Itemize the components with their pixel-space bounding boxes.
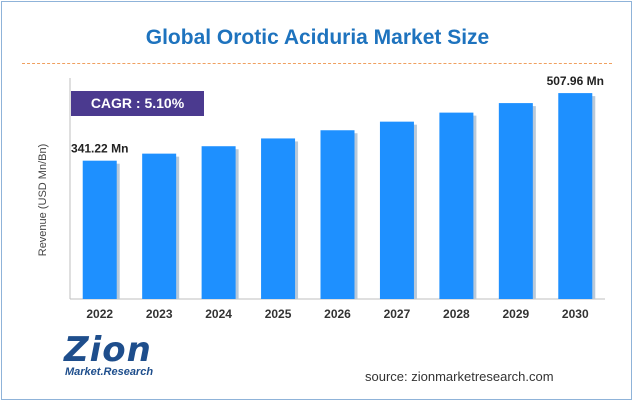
bar-2023 bbox=[142, 153, 177, 299]
x-tick-label: 2022 bbox=[86, 307, 113, 321]
x-tick-label: 2024 bbox=[205, 307, 232, 321]
x-tick-label: 2025 bbox=[265, 307, 292, 321]
source-note: source: zionmarketresearch.com bbox=[365, 369, 554, 384]
bar-2025 bbox=[261, 138, 296, 299]
bar-2024 bbox=[201, 146, 236, 299]
x-tick-label: 2027 bbox=[384, 307, 411, 321]
x-tick-label: 2029 bbox=[502, 307, 529, 321]
bar-2026 bbox=[320, 130, 355, 299]
title-divider bbox=[22, 63, 612, 64]
x-tick-label: 2030 bbox=[562, 307, 589, 321]
bar-2029 bbox=[498, 103, 533, 299]
logo-word: Zion bbox=[64, 330, 152, 370]
bar-2027 bbox=[379, 121, 414, 299]
cagr-badge: CAGR : 5.10% bbox=[71, 91, 204, 116]
logo-subtitle: Market.Research bbox=[65, 366, 154, 378]
data-label-2030: 507.96 Mn bbox=[547, 74, 604, 88]
bar-2030 bbox=[558, 93, 593, 299]
chart-title: Global Orotic Aciduria Market Size bbox=[145, 26, 490, 49]
x-tick-label: 2023 bbox=[146, 307, 173, 321]
bar-2022 bbox=[82, 160, 117, 299]
x-tick-label: 2026 bbox=[324, 307, 351, 321]
x-tick-label: 2028 bbox=[443, 307, 470, 321]
zion-logo: Zion Market.Research bbox=[64, 330, 156, 380]
bar-2028 bbox=[439, 112, 474, 299]
data-label-2022: 341.22 Mn bbox=[71, 142, 128, 156]
